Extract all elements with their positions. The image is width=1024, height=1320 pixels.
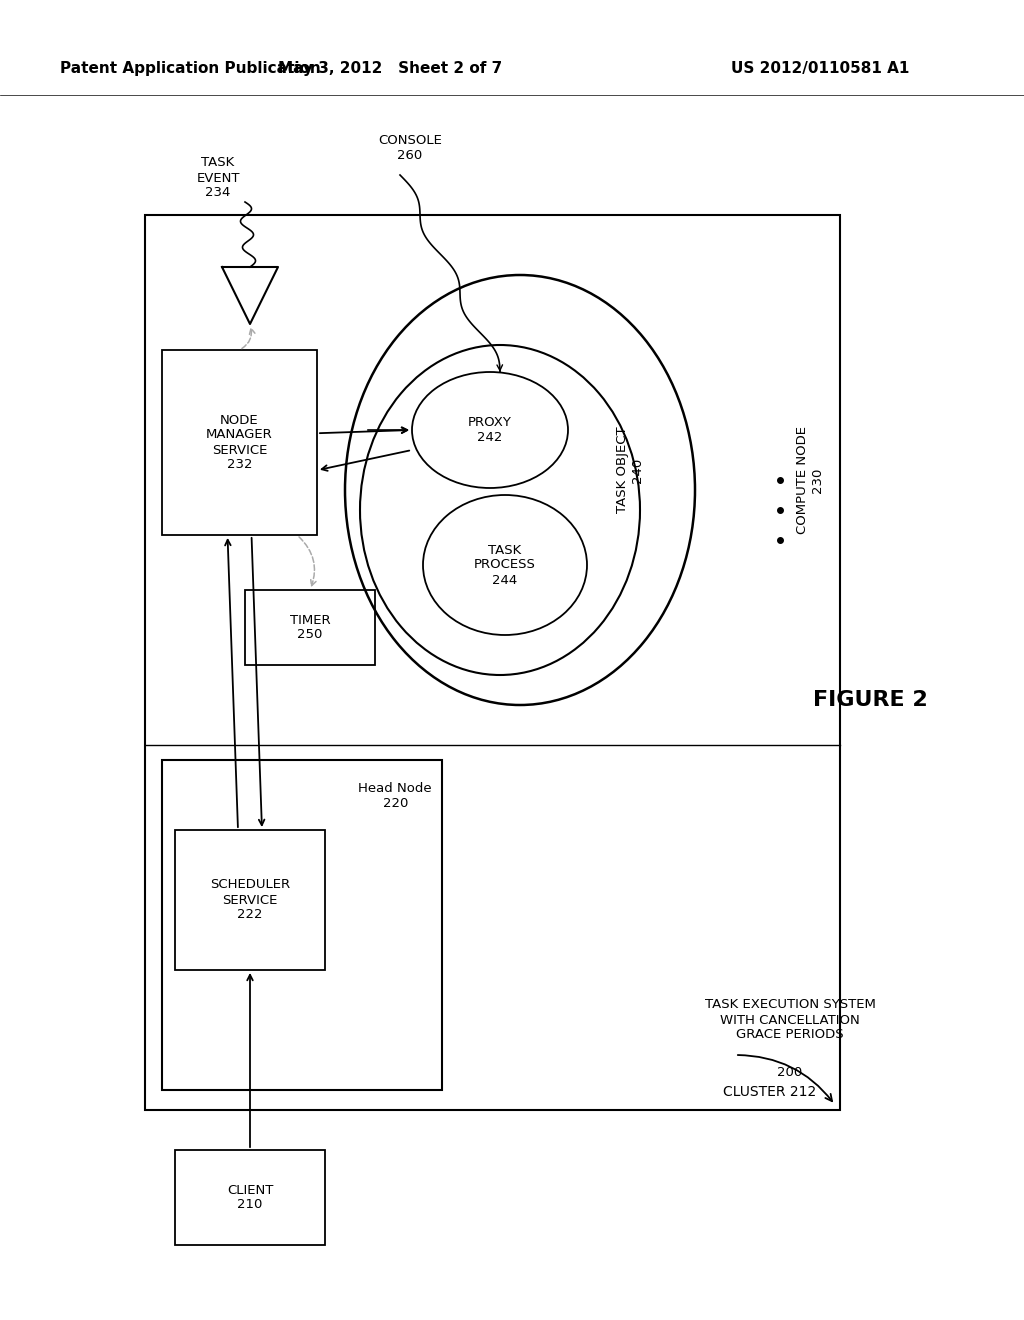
Text: PROXY
242: PROXY 242 [468,416,512,444]
Text: TASK OBJECT
240: TASK OBJECT 240 [616,426,644,513]
Bar [175,830,325,970]
Text: TASK EXECUTION SYSTEM
WITH CANCELLATION
GRACE PERIODS: TASK EXECUTION SYSTEM WITH CANCELLATION … [705,998,876,1041]
Bar [162,760,442,1090]
Text: CONSOLE
260: CONSOLE 260 [378,135,442,162]
Bar [162,350,317,535]
Text: 200: 200 [777,1065,803,1078]
Text: TASK
PROCESS
244: TASK PROCESS 244 [474,544,536,586]
Ellipse shape [423,495,587,635]
Text: TASK
EVENT
234: TASK EVENT 234 [197,157,240,199]
Text: TIMER
250: TIMER 250 [290,614,331,642]
Text: May 3, 2012   Sheet 2 of 7: May 3, 2012 Sheet 2 of 7 [278,61,502,75]
Text: US 2012/0110581 A1: US 2012/0110581 A1 [731,61,909,75]
Bar [245,590,375,665]
Ellipse shape [412,372,568,488]
Text: Patent Application Publication: Patent Application Publication [60,61,321,75]
Text: FIGURE 2: FIGURE 2 [813,690,928,710]
Text: CLIENT
210: CLIENT 210 [226,1184,273,1212]
Text: Head Node
220: Head Node 220 [358,781,432,810]
Text: COMPUTE NODE
230: COMPUTE NODE 230 [796,426,824,535]
Text: CLUSTER 212: CLUSTER 212 [723,1085,816,1100]
FancyArrowPatch shape [737,1055,833,1101]
Text: SCHEDULER
SERVICE
222: SCHEDULER SERVICE 222 [210,879,290,921]
Text: NODE
MANAGER
SERVICE
232: NODE MANAGER SERVICE 232 [206,413,272,471]
Bar [145,215,840,1110]
Bar [175,1150,325,1245]
